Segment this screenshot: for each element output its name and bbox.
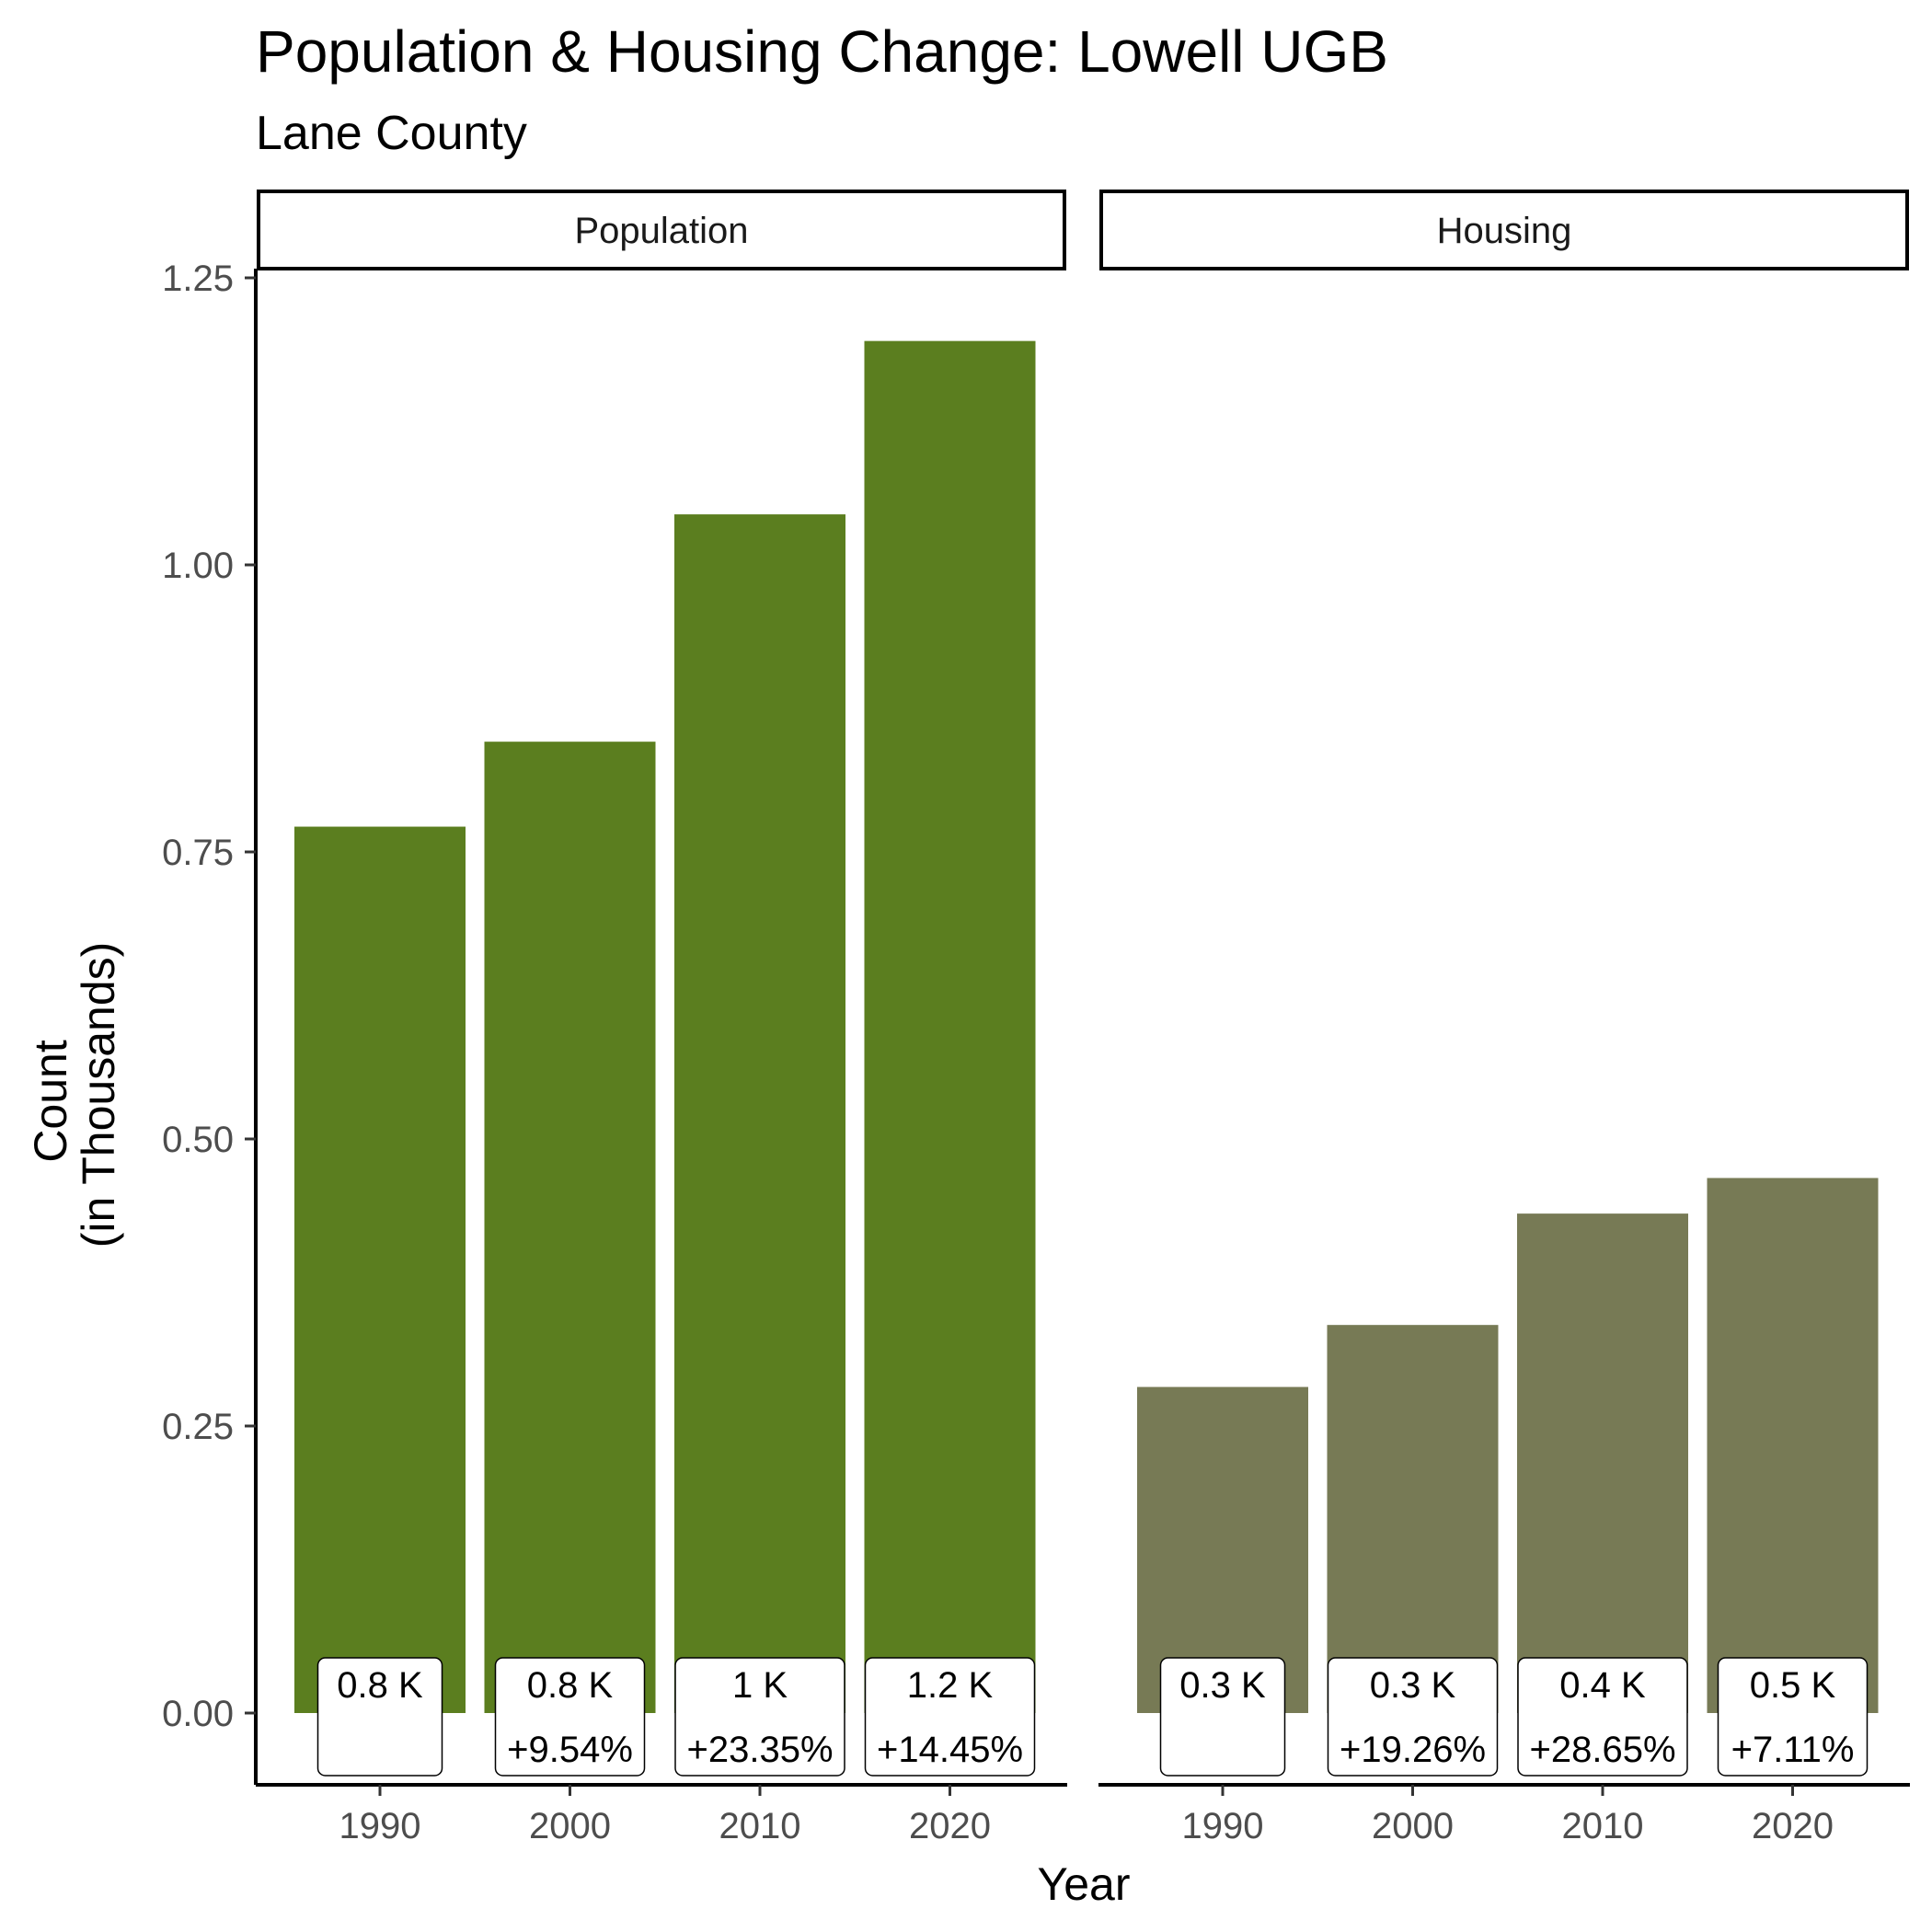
facet-strip xyxy=(1099,190,1909,270)
x-tick-label: 2000 xyxy=(529,1806,611,1846)
data-label-box xyxy=(864,1657,1036,1777)
y-tick-label: 0.00 xyxy=(162,1694,234,1734)
bar xyxy=(1707,1178,1879,1713)
y-axis-title: Count (in Thousands) xyxy=(25,942,124,1248)
chart-subtitle: Lane County xyxy=(256,107,527,160)
y-axis: 0.00 0.25 0.50 0.75 1.00 1.25 xyxy=(162,259,258,1785)
y-axis-title-line-1: Count xyxy=(25,1040,76,1163)
y-tick-label: 1.00 xyxy=(162,546,234,586)
x-tick-label: 1990 xyxy=(339,1806,421,1846)
data-label-change: +23.35% xyxy=(686,1730,833,1770)
facet-strip-label: Population xyxy=(574,211,748,251)
data-label-value: 0.3 K xyxy=(1370,1665,1456,1706)
bar xyxy=(294,826,466,1713)
x-tick-label: 2020 xyxy=(1752,1806,1834,1846)
bar xyxy=(864,340,1036,1713)
data-label-value: 0.8 K xyxy=(337,1665,423,1706)
x-tick-label: 2000 xyxy=(1372,1806,1454,1846)
panel-housing: Housing 0.3 K 1990 0.3 K +19.26% 2000 0.4 K +28… xyxy=(1098,190,1910,1846)
facet-strip xyxy=(257,190,1066,270)
data-label-change: +19.26% xyxy=(1340,1730,1486,1770)
bar xyxy=(1517,1213,1688,1713)
y-tick-label: 0.75 xyxy=(162,833,234,873)
x-axis-title: Year xyxy=(1037,1858,1130,1910)
data-label-box xyxy=(494,1657,646,1777)
panel-population: Population 0.8 K 1990 0.8 K +9.54% 2000 1 K +23… xyxy=(256,190,1067,1846)
chart-title: Population & Housing Change: Lowell UGB xyxy=(256,18,1388,85)
x-tick-label: 1990 xyxy=(1182,1806,1264,1846)
data-label-value: 1.2 K xyxy=(907,1665,994,1706)
bar xyxy=(1327,1325,1499,1713)
bar xyxy=(674,514,845,1713)
y-axis-title-line-2: (in Thousands) xyxy=(73,942,124,1248)
x-tick-label: 2010 xyxy=(1562,1806,1644,1846)
data-label-box xyxy=(316,1657,443,1777)
data-label-change: +7.11% xyxy=(1731,1730,1855,1770)
panels-layer: Population 0.8 K 1990 0.8 K +9.54% 2000 1 K +23… xyxy=(256,190,1910,1846)
x-tick-label: 2010 xyxy=(719,1806,801,1846)
facet-strip-label: Housing xyxy=(1437,211,1572,251)
data-label-box xyxy=(674,1657,845,1777)
data-label-value: 0.5 K xyxy=(1750,1665,1836,1706)
bar xyxy=(484,742,656,1713)
x-tick-label: 2020 xyxy=(909,1806,991,1846)
data-label-box xyxy=(1159,1657,1286,1777)
y-tick-label: 0.25 xyxy=(162,1407,234,1447)
data-label-box xyxy=(1517,1657,1688,1777)
data-label-value: 0.3 K xyxy=(1179,1665,1266,1706)
data-label-box xyxy=(1327,1657,1499,1777)
data-label-box xyxy=(1717,1657,1869,1777)
data-label-value: 1 K xyxy=(732,1665,788,1706)
data-label-change: +9.54% xyxy=(507,1730,633,1770)
data-label-value: 0.4 K xyxy=(1559,1665,1646,1706)
data-label-change: +14.45% xyxy=(877,1730,1023,1770)
data-label-value: 0.8 K xyxy=(527,1665,614,1706)
data-label-change: +28.65% xyxy=(1529,1730,1675,1770)
y-tick-label: 1.25 xyxy=(162,259,234,299)
y-tick-label: 0.50 xyxy=(162,1120,234,1160)
